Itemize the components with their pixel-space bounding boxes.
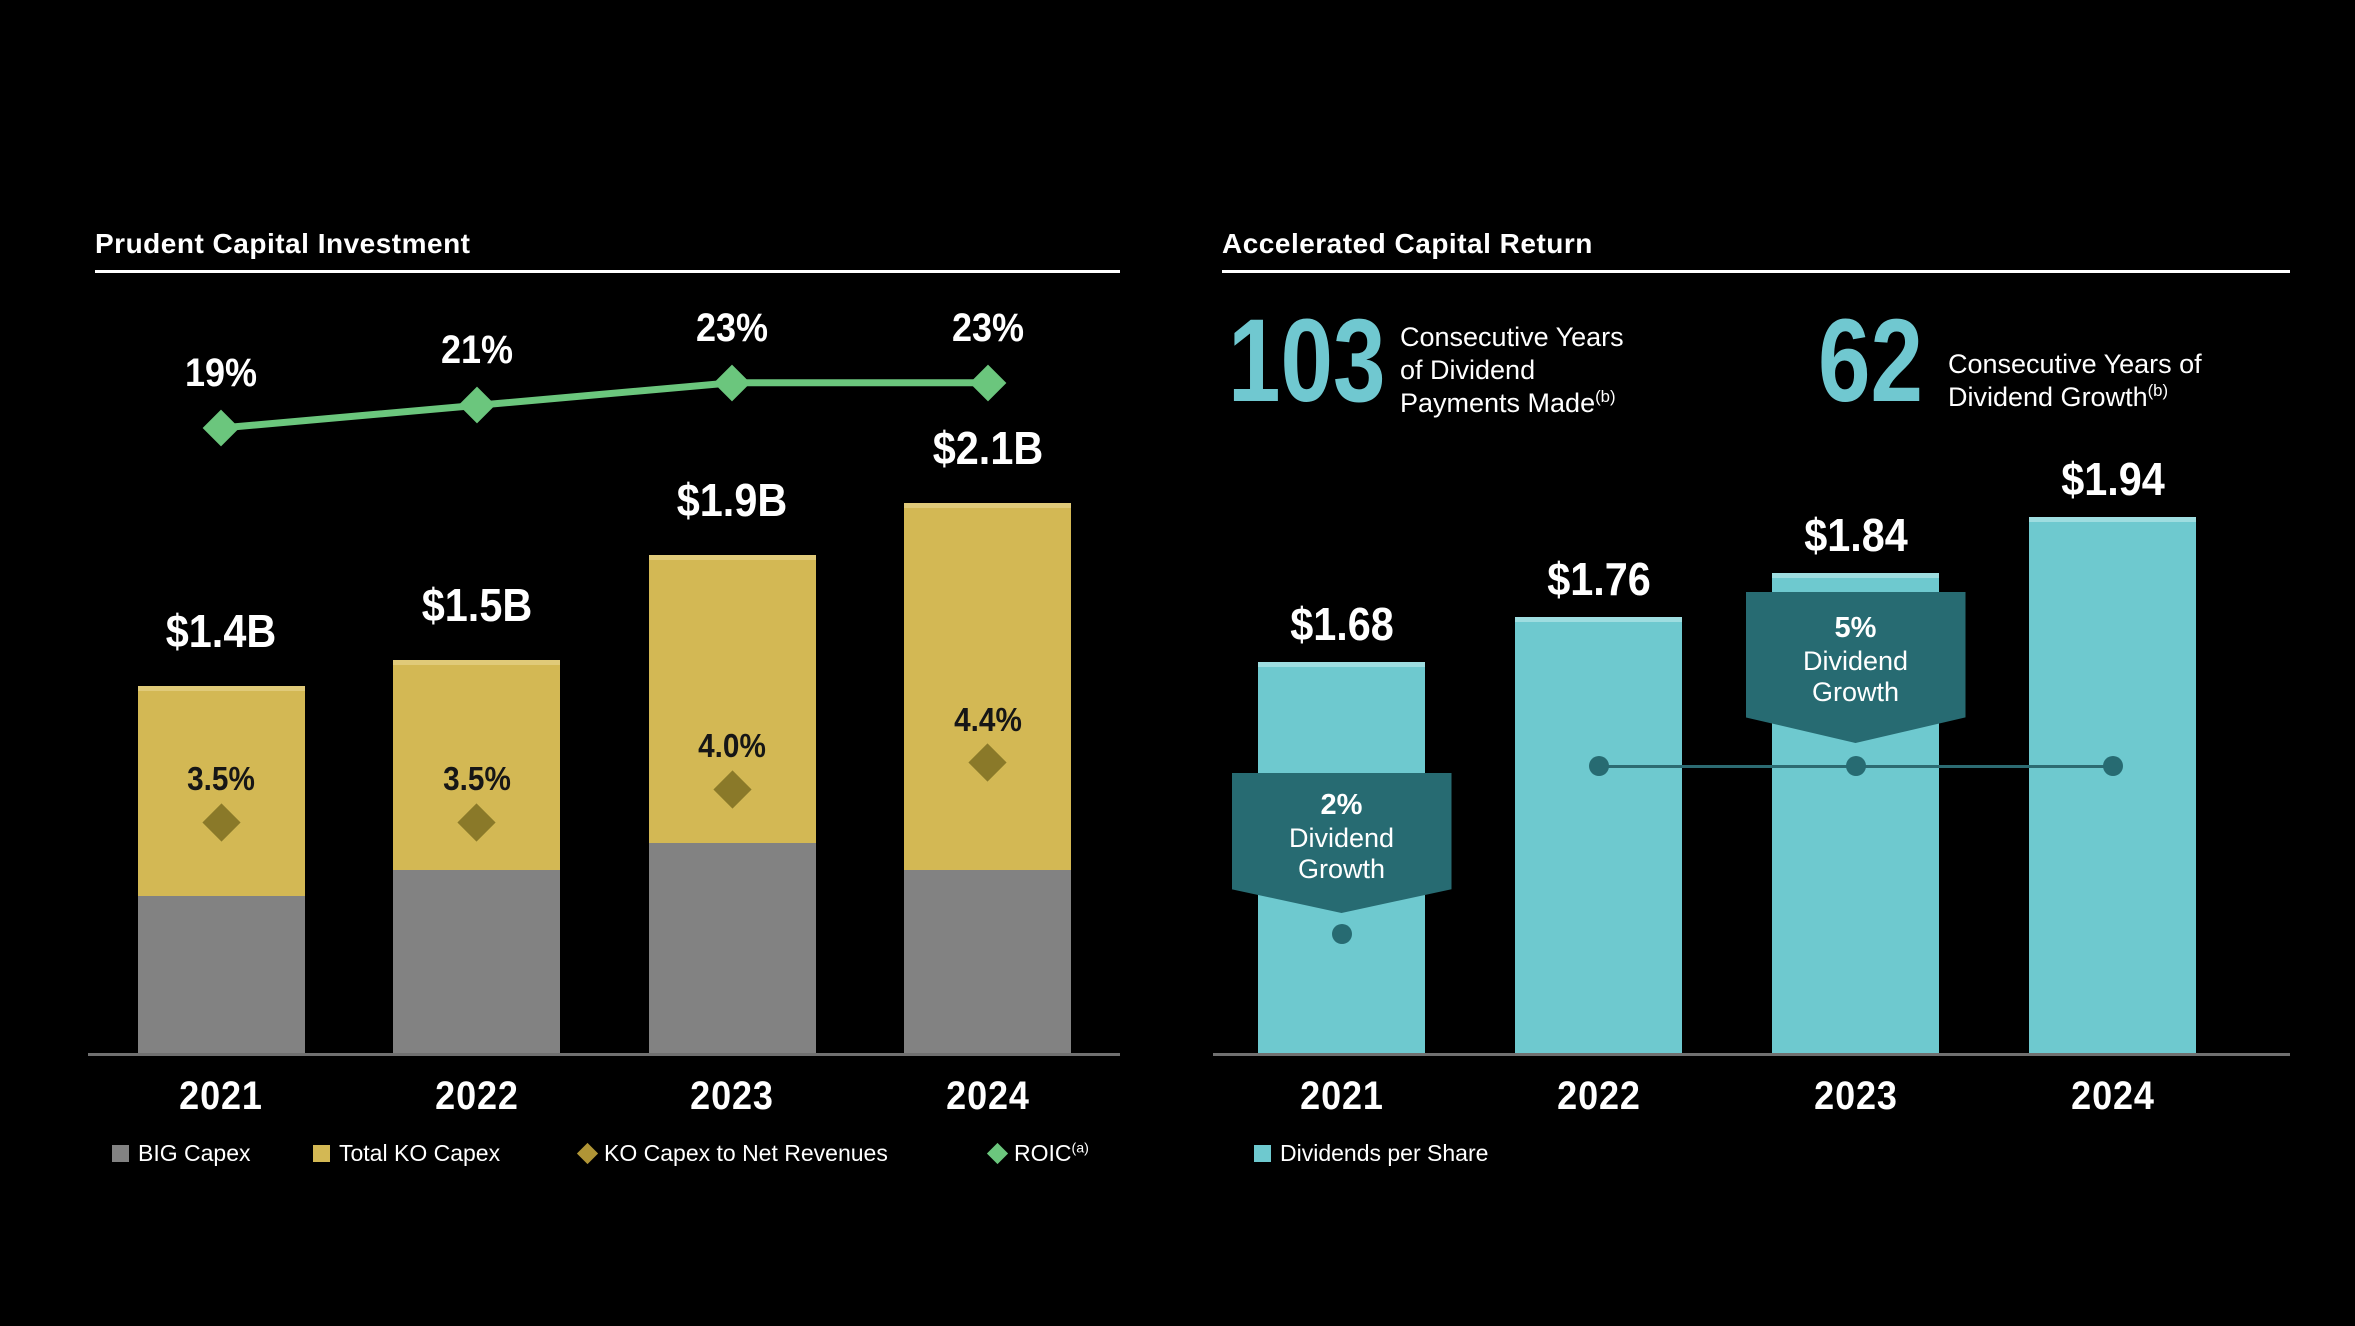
ko-capex-ratio-label-2021: 3.5% — [187, 760, 255, 797]
legend-item-roic: ROIC(a) — [986, 1140, 1089, 1167]
legend-item-dividends-per-share: Dividends per Share — [1254, 1140, 1488, 1167]
big-capex-swatch-icon — [112, 1145, 129, 1162]
stat-line: Payments Made(b) — [1400, 387, 1616, 418]
stat-number-dividend-growth: 62 — [1818, 295, 1924, 427]
x-axis-year-left-2024: 2024 — [945, 1074, 1030, 1118]
badge-text-line: Dividend — [1802, 646, 1909, 676]
badge-text-line: 2% — [1320, 789, 1363, 821]
roic-marker-2022 — [458, 387, 495, 424]
roic-value-label-2021: 19% — [184, 351, 258, 395]
dividend-growth-badge-2023: 5% Dividend Growth — [1745, 592, 1966, 743]
connector-dot-2023 — [1845, 756, 1866, 776]
badge-text-line: 5% — [1834, 612, 1877, 644]
ko-capex-diamond-icon — [576, 1142, 599, 1165]
x-axis-year-right-2023: 2023 — [1813, 1074, 1898, 1118]
bar-top-highlight — [1515, 617, 1682, 622]
bar-big-capex-2022 — [393, 870, 560, 1053]
legend-label: Dividends per Share — [1280, 1140, 1489, 1166]
badge-text-line: Dividend — [1288, 823, 1395, 853]
bar-top-highlight — [1258, 662, 1425, 667]
legend-label: ROIC(a) — [1014, 1140, 1089, 1166]
x-axis-year-right-2021: 2021 — [1299, 1074, 1384, 1118]
right-title-rule — [1222, 270, 2290, 273]
ko-capex-ratio-label-2024: 4.4% — [953, 700, 1022, 738]
x-axis-year-left-2023: 2023 — [690, 1074, 774, 1118]
legend-item-ko-capex-to-net-revenues: KO Capex to Net Revenues — [576, 1140, 888, 1167]
x-axis-year-right-2022: 2022 — [1556, 1074, 1641, 1118]
roic-value-label-2023: 23% — [695, 305, 769, 350]
badge-text-line: Growth — [1811, 677, 1900, 707]
dividend-value-label-2022: $1.76 — [1546, 553, 1651, 605]
left-chart-title: Prudent Capital Investment — [95, 228, 471, 259]
bar-dividends-per-share-2022 — [1515, 617, 1682, 1053]
bar-big-capex-2024 — [904, 870, 1071, 1053]
stat-line: of Dividend — [1400, 355, 1536, 385]
bar-big-capex-2021 — [137, 896, 305, 1053]
footnote-marker-a: (a) — [1071, 1140, 1089, 1157]
connector-dot-2024 — [2102, 756, 2123, 776]
x-axis-year-left-2021: 2021 — [179, 1074, 263, 1118]
dividends-swatch-icon — [1254, 1145, 1271, 1162]
legend-label: BIG Capex — [138, 1140, 251, 1166]
right-x-axis — [1213, 1053, 2290, 1056]
ko-capex-ratio-label-2023: 4.0% — [698, 727, 766, 765]
footnote-marker-b: (b) — [2147, 381, 2169, 400]
dividend-value-label-2021: $1.68 — [1289, 598, 1394, 650]
roic-marker-2021 — [202, 409, 240, 447]
bar-top-highlight — [137, 686, 305, 691]
legend-item-total-ko-capex: Total KO Capex — [313, 1140, 500, 1167]
roic-marker-2023 — [713, 364, 751, 402]
badge-text-line: Growth — [1297, 854, 1386, 884]
stat-text-dividend-growth: Consecutive Years of Dividend Growth(b) — [1948, 348, 2202, 414]
footnote-marker-b: (b) — [1595, 387, 1616, 406]
stat-text-dividend-payments: Consecutive Years of Dividend Payments M… — [1400, 321, 1624, 420]
stat-number-dividend-payments: 103 — [1228, 295, 1386, 427]
right-chart-title: Accelerated Capital Return — [1222, 228, 1593, 259]
stat-line: Dividend Growth(b) — [1948, 381, 2169, 412]
stat-line: Consecutive Years — [1400, 322, 1624, 352]
bar-value-label-2024: $2.1B — [932, 422, 1043, 474]
bar-total-ko-capex-2024 — [904, 503, 1071, 870]
left-x-axis — [88, 1053, 1120, 1056]
roic-marker-2024 — [969, 364, 1006, 402]
bar-big-capex-2023 — [648, 843, 816, 1053]
legend-label: Total KO Capex — [339, 1140, 501, 1166]
x-axis-year-left-2022: 2022 — [434, 1074, 519, 1118]
roic-value-label-2024: 23% — [951, 305, 1024, 350]
roic-value-label-2022: 21% — [440, 328, 513, 373]
total-ko-capex-swatch-icon — [313, 1145, 330, 1162]
ko-capex-ratio-label-2022: 3.5% — [442, 760, 511, 797]
bar-value-label-2022: $1.5B — [421, 579, 532, 631]
dividend-growth-badge-2021: 2% Dividend Growth — [1231, 773, 1452, 913]
bar-top-highlight — [2029, 517, 2196, 522]
roic-line — [220, 379, 988, 432]
dividend-value-label-2024: $1.94 — [2060, 453, 2165, 505]
stat-line: Consecutive Years of — [1948, 349, 2202, 379]
left-title-rule — [95, 270, 1120, 273]
bar-value-label-2021: $1.4B — [165, 605, 277, 657]
dividend-value-label-2023: $1.84 — [1803, 509, 1908, 561]
bar-total-ko-capex-2021 — [137, 686, 305, 896]
bar-value-label-2023: $1.9B — [676, 474, 788, 526]
bar-top-highlight — [1772, 573, 1939, 578]
connector-dot-2022 — [1588, 756, 1609, 776]
legend-item-big-capex: BIG Capex — [112, 1140, 251, 1167]
bar-dividends-per-share-2024 — [2029, 517, 2196, 1053]
x-axis-year-right-2024: 2024 — [2070, 1074, 2155, 1118]
bar-top-highlight — [648, 555, 816, 560]
connector-dot-2021 — [1331, 924, 1352, 944]
bar-top-highlight — [393, 660, 560, 665]
bar-top-highlight — [904, 503, 1071, 508]
legend-label: KO Capex to Net Revenues — [604, 1140, 888, 1166]
roic-diamond-icon — [986, 1142, 1009, 1165]
